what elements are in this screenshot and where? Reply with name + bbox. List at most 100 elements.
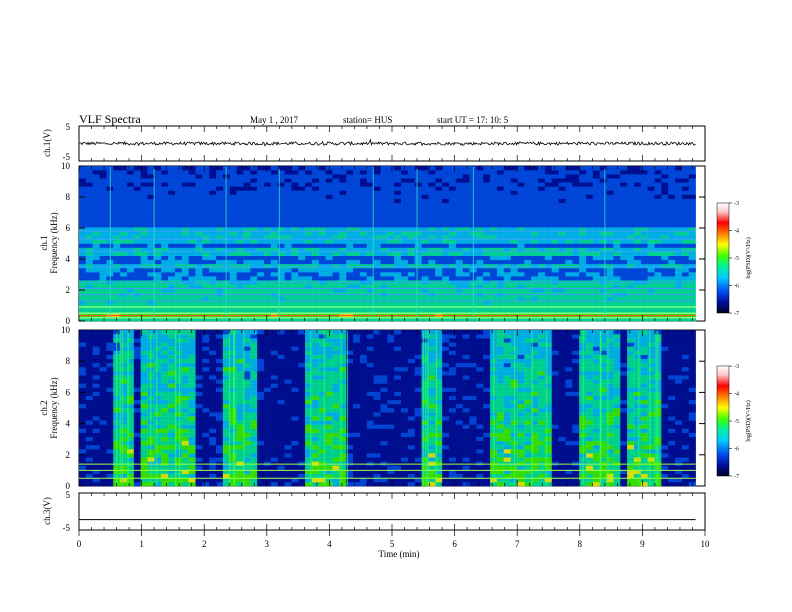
- spec-cell: [517, 235, 525, 240]
- spec-cell: [161, 178, 169, 183]
- spec-cell: [257, 412, 265, 417]
- spec-cell: [236, 182, 244, 187]
- spec-cell: [106, 387, 114, 392]
- spec-cell: [401, 219, 409, 224]
- spec-cell: [394, 202, 402, 208]
- spec-cell: [551, 272, 559, 277]
- spec-cell: [538, 300, 546, 305]
- spec-cell: [305, 338, 313, 343]
- spec-cell: [544, 288, 553, 293]
- spec-cell: [394, 247, 402, 252]
- spec-cell: [318, 371, 326, 376]
- spec-cell: [154, 461, 162, 466]
- spec-cell: [620, 308, 628, 314]
- spec-cell: [346, 461, 354, 466]
- spec-cell: [181, 284, 189, 289]
- spec-cell: [106, 412, 114, 417]
- spec-cell: [270, 362, 278, 368]
- spec-cell: [161, 202, 169, 208]
- spec-cell: [401, 284, 409, 289]
- spec-cell: [85, 235, 93, 240]
- spec-cell: [270, 174, 278, 179]
- spec-cell: [85, 227, 93, 232]
- spec-cell: [599, 308, 607, 314]
- spec-cell: [579, 316, 587, 322]
- spec-cell: [298, 272, 306, 277]
- spec-cell: [305, 383, 313, 388]
- spec-cell: [359, 194, 368, 199]
- spec-cell: [284, 308, 292, 314]
- spec-cell: [387, 210, 395, 216]
- spec-cell: [332, 412, 340, 417]
- spec-cell: [325, 194, 333, 199]
- spec-cell: [168, 444, 176, 450]
- spec-cell: [174, 346, 183, 351]
- spec-cell: [181, 346, 189, 351]
- spec-cell: [524, 243, 532, 248]
- spec-cell: [120, 399, 128, 405]
- spec-cell: [154, 469, 162, 474]
- spec-cell: [366, 316, 374, 322]
- spec-cell: [243, 391, 251, 396]
- spec-cell: [92, 235, 100, 240]
- spec-cell: [353, 312, 361, 318]
- spec-cell: [79, 399, 87, 405]
- spec-cell: [243, 338, 251, 343]
- spec-cell: [92, 387, 100, 392]
- spec-cell: [243, 477, 251, 483]
- spec-cell: [647, 251, 655, 257]
- spec-cell: [243, 428, 251, 433]
- spec-cell: [243, 202, 251, 208]
- spec-cell: [346, 227, 354, 232]
- spec-cell: [572, 231, 580, 236]
- spec-cell: [585, 194, 594, 199]
- spec-cell: [483, 255, 491, 261]
- spec-cell: [99, 383, 107, 388]
- spec-cell: [544, 227, 553, 232]
- spec-cell: [414, 190, 422, 195]
- spec-cell: [531, 284, 539, 289]
- spec-ytick-label: 4: [66, 254, 71, 264]
- spec-cell: [270, 477, 278, 483]
- spec-cell: [216, 202, 224, 208]
- spec-cell: [298, 247, 306, 252]
- spec-cell: [202, 387, 210, 392]
- spec-cell: [284, 412, 292, 417]
- spec-cell: [120, 174, 128, 179]
- spec-cell: [154, 198, 162, 204]
- spec-cell: [209, 194, 217, 199]
- spec-cell: [544, 300, 553, 305]
- spec-cell: [551, 170, 559, 175]
- spec-cell: [380, 186, 388, 191]
- spec-cell: [332, 198, 340, 204]
- spec-cell: [229, 178, 237, 183]
- spec-cell: [161, 358, 169, 364]
- spec-cell: [490, 182, 498, 187]
- spec-cell: [168, 354, 176, 360]
- spec-cell: [202, 334, 210, 339]
- spec-cell: [140, 444, 148, 450]
- spec-cell: [263, 251, 272, 257]
- spec-cell: [257, 284, 265, 289]
- spec-cell: [126, 424, 135, 429]
- spec-cell: [263, 395, 272, 401]
- spec-cell: [202, 449, 210, 454]
- spec-cell: [647, 316, 655, 322]
- spec-cell: [154, 453, 162, 458]
- spec-cell: [613, 308, 621, 314]
- spec-cell: [490, 214, 498, 220]
- spec-cell: [216, 371, 224, 376]
- spec-cell: [85, 247, 93, 252]
- spec-cell: [216, 366, 224, 372]
- spec-cell: [161, 251, 169, 257]
- spec-cell: [195, 354, 203, 360]
- spec-cell: [133, 300, 141, 305]
- spec-cell: [654, 259, 662, 265]
- spec-cell: [654, 235, 662, 240]
- spec-cell: [346, 267, 354, 273]
- spec-cell: [291, 477, 299, 483]
- spec-cell: [257, 300, 265, 305]
- spec-cell: [216, 206, 224, 212]
- spec-cell: [140, 416, 148, 421]
- spec-cell: [99, 186, 107, 191]
